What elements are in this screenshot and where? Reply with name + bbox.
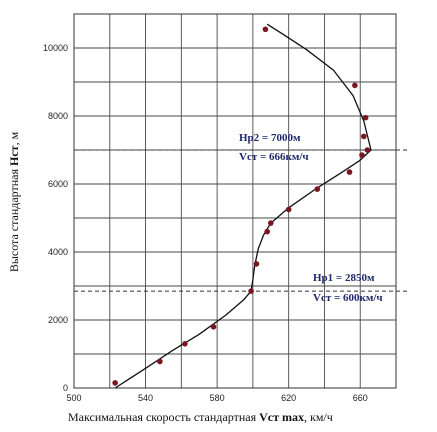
x-tick-label: 620 bbox=[281, 393, 296, 403]
data-point bbox=[182, 341, 188, 347]
y-tick-label: 0 bbox=[63, 383, 68, 393]
data-point bbox=[112, 380, 118, 386]
data-points bbox=[112, 26, 371, 386]
annotation-2-line2: Vст = 600км/ч bbox=[313, 292, 383, 304]
data-point bbox=[364, 147, 371, 153]
tick-labels: 500 540 580 620 660 0 2000 4000 6000 8000 10000 bbox=[43, 43, 368, 403]
annotation-2-line1: Нр1 = 2850м bbox=[313, 272, 375, 284]
data-point bbox=[267, 220, 274, 226]
x-axis-title: Максимальная скорость стандартная Vст ma… bbox=[68, 410, 333, 424]
annotation-1-line2: Vст = 666км/ч bbox=[239, 151, 309, 163]
y-tick-label: 4000 bbox=[48, 247, 68, 257]
annotation-1-line1: Нр2 = 7000м bbox=[239, 132, 301, 144]
y-tick-label: 2000 bbox=[48, 315, 68, 325]
plot-area bbox=[74, 14, 396, 388]
y-axis-title-text: Высота стандартная bbox=[7, 166, 21, 272]
data-point bbox=[264, 228, 271, 235]
x-axis-title-symbol: Vст max bbox=[259, 410, 304, 424]
data-point bbox=[262, 26, 269, 33]
x-axis-title-text: Максимальная скорость стандартная bbox=[68, 410, 259, 424]
y-axis-title: Высота стандартная Нст, м bbox=[7, 131, 21, 272]
x-tick-label: 500 bbox=[66, 393, 81, 403]
data-point bbox=[314, 186, 321, 192]
y-tick-label: 8000 bbox=[48, 111, 68, 121]
annotations: Нр2 = 7000м Vст = 666км/ч Нр1 = 2850м Vст =… bbox=[239, 132, 383, 304]
x-tick-label: 660 bbox=[353, 393, 368, 403]
x-axis-title-unit: , км/ч bbox=[304, 410, 333, 424]
x-tick-label: 580 bbox=[210, 393, 225, 403]
data-point bbox=[210, 324, 217, 330]
plot-frame bbox=[73, 13, 397, 389]
data-point bbox=[248, 288, 254, 294]
y-axis-title-symbol: Нст bbox=[7, 145, 21, 166]
data-point bbox=[285, 206, 292, 213]
data-point bbox=[362, 114, 369, 121]
data-point bbox=[253, 261, 260, 267]
x-tick-label: 540 bbox=[138, 393, 153, 403]
data-point bbox=[359, 152, 365, 158]
data-point bbox=[361, 133, 367, 140]
reference-lines bbox=[74, 149, 410, 292]
y-axis-title-unit: , м bbox=[7, 131, 21, 145]
data-point bbox=[346, 169, 353, 175]
data-point bbox=[352, 82, 358, 89]
data-point bbox=[157, 358, 163, 365]
y-tick-label: 6000 bbox=[48, 179, 68, 189]
y-tick-label: 10000 bbox=[43, 43, 68, 53]
